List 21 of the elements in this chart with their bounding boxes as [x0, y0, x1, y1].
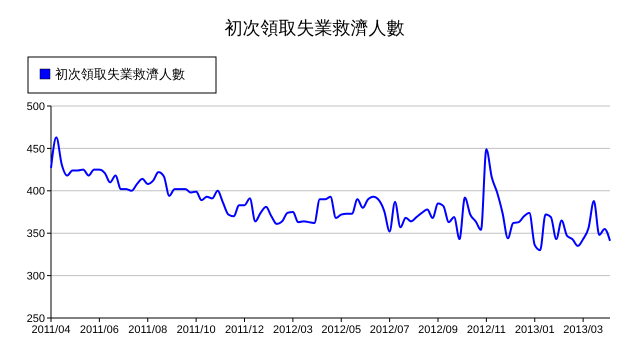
x-tick-label: 2011/10	[176, 324, 216, 336]
x-tick-label: 2012/09	[418, 324, 458, 336]
y-tick-label: 250	[26, 312, 45, 325]
x-tick-label: 2012/03	[272, 324, 313, 336]
x-tick-label: 2011/08	[128, 324, 168, 336]
x-tick-label: 2011/12	[225, 324, 264, 336]
x-tick-label: 2011/06	[80, 324, 119, 336]
x-tick-label: 2012/11	[466, 324, 506, 336]
y-tick-label: 300	[26, 270, 45, 282]
line-series	[50, 136, 611, 252]
x-tick-label: 2012/05	[321, 324, 362, 336]
chart-title: 初次領取失業救濟人數	[224, 18, 404, 39]
x-tick-label: 2013/03	[563, 324, 604, 336]
y-tick-label: 500	[26, 100, 45, 113]
x-tick-label: 2012/07	[370, 324, 410, 336]
y-tick-label: 450	[26, 143, 45, 156]
y-tick-label: 400	[26, 186, 45, 198]
y-tick-label: 350	[26, 228, 45, 240]
x-tick-label: 2011/04	[32, 324, 70, 336]
legend-label: 初次領取失業救濟人數	[55, 66, 185, 82]
x-tick-label: 2013/01	[514, 324, 555, 336]
